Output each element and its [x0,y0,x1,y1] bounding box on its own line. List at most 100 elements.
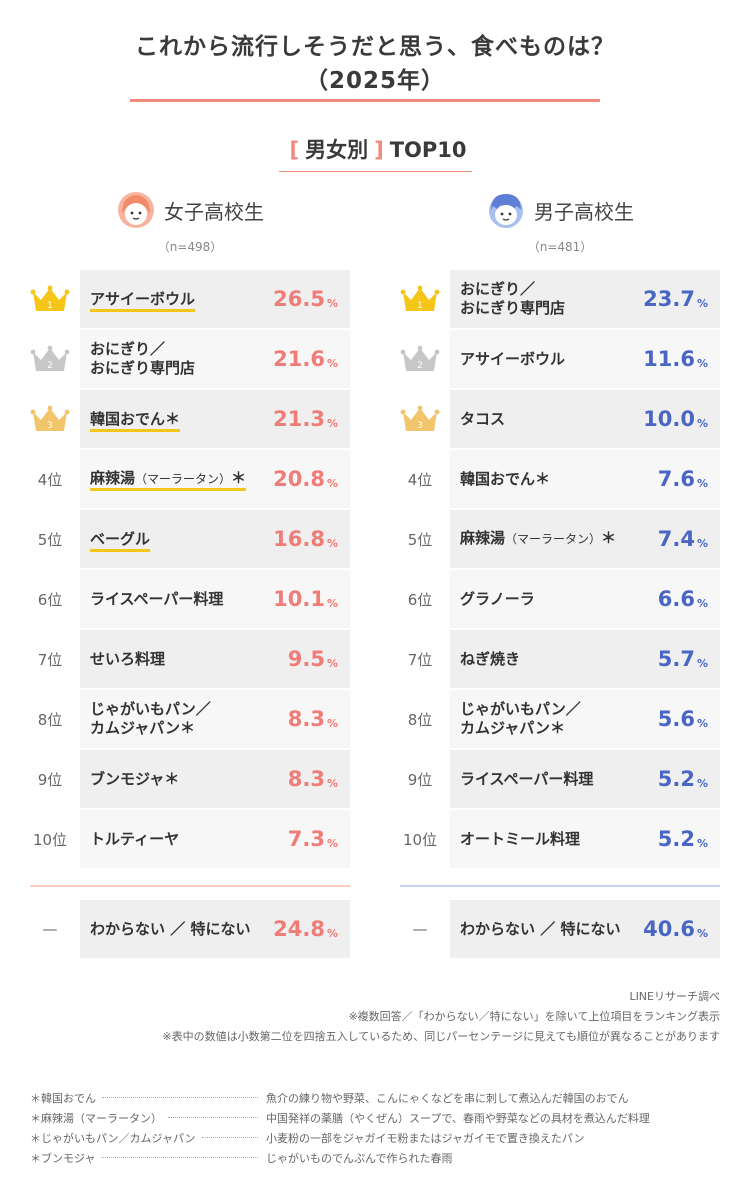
ranking-cell: タコス 10.0% [450,390,720,448]
footnote-leader [101,1157,258,1158]
rank-crown: 2 [20,330,80,388]
rank-crown: 1 [390,270,450,328]
item-value: 24.8% [273,900,338,958]
item-value: 21.3% [273,390,338,448]
footnote-description: 魚介の練り物や野菜、こんにゃくなどを串に刺して煮込んだ韓国のおでん [266,1092,629,1105]
footnote-term: ＊韓国おでん [30,1092,96,1105]
ranking-row: 9位 ブンモジャ＊ 8.3% [20,750,360,808]
value-number: 9.5 [287,647,325,671]
crown-icon: 3 [30,405,70,431]
item-value: 7.3% [288,810,338,868]
value-unit: % [696,356,708,370]
value-unit: % [696,836,708,850]
title-underline [130,99,600,102]
item-value: 16.8% [273,510,338,568]
ranking-cell: 麻辣湯（マーラータン）＊ 20.8% [80,450,350,508]
ranking-cell: じゃがいもパン／ カムジャパン＊ 5.6% [450,690,720,748]
footnote-leader [201,1137,258,1138]
value-number: 26.5 [273,287,325,311]
ranking-row: 6位 グラノーラ 6.6% [390,570,730,628]
ranking-row: 2 アサイーボウル 11.6% [390,330,730,388]
item-label: おにぎり／ おにぎり専門店 [460,280,566,317]
crown-rank-number: 1 [47,301,53,311]
girl-face-icon [118,192,154,228]
value-unit: % [696,926,708,940]
item-label: 韓国おでん＊ [90,390,270,448]
boys-divider [400,885,720,887]
item-value: 5.2% [658,750,708,808]
footnote-description: 小麦粉の一部をジャガイモ粉またはジャガイモで置き換えたパン [266,1132,585,1145]
value-unit: % [326,776,338,790]
value-number: 16.8 [273,527,325,551]
ranking-cell: トルティーヤ 7.3% [80,810,350,868]
ranking-row: 7位 せいろ料理 9.5% [20,630,360,688]
value-number: 23.7 [643,287,695,311]
boys-sample-size: （n=481） [527,240,593,254]
ranking-cell: アサイーボウル 11.6% [450,330,720,388]
value-unit: % [326,536,338,550]
item-value: 5.2% [658,810,708,868]
footnote-term: ＊ブンモジャ [30,1152,96,1165]
rank-label: — [42,920,58,938]
value-unit: % [696,296,708,310]
value-unit: % [696,716,708,730]
value-unit: % [696,416,708,430]
value-unit: % [696,776,708,790]
other-ranking-row: — わからない ／ 特にない 40.6% [390,900,730,958]
item-label: じゃがいもパン／ カムジャパン＊ [460,700,581,737]
ranking-cell: 麻辣湯（マーラータン）＊ 7.4% [450,510,720,568]
value-number: 6.6 [657,587,695,611]
item-value: 10.1% [273,570,338,628]
item-value: 26.5% [273,270,338,328]
crown-rank-number: 3 [417,421,423,431]
value-unit: % [326,356,338,370]
rank-crown: 1 [20,270,80,328]
ranking-row: 8位 じゃがいもパン／ カムジャパン＊ 8.3% [20,690,360,748]
source-note: LINEリサーチ調べ [629,990,720,1003]
girls-group-label: 女子高校生 [164,199,264,224]
value-unit: % [696,476,708,490]
crown-icon: 2 [400,345,440,371]
ranking-row: 7位 ねぎ焼き 5.7% [390,630,730,688]
item-label: ねぎ焼き [460,649,521,668]
item-label: トルティーヤ [90,829,180,848]
item-label: オートミール料理 [460,829,581,848]
rank-label: 6位 [37,590,63,609]
value-unit: % [326,476,338,490]
ranking-cell: じゃがいもパン／ カムジャパン＊ 8.3% [80,690,350,748]
ranking-row: 1 アサイーボウル 26.5% [20,270,360,328]
rank-crown: 3 [390,390,450,448]
item-value: 8.3% [288,690,338,748]
item-value: 21.6% [273,330,338,388]
item-label: ライスペーパー料理 [90,589,224,608]
ranking-cell: せいろ料理 9.5% [80,630,350,688]
ranking-row: 5位 麻辣湯（マーラータン）＊ 7.4% [390,510,730,568]
item-value: 11.6% [643,330,708,388]
ranking-cell: ライスペーパー料理 10.1% [80,570,350,628]
footnote-term: ＊麻辣湯（マーラータン） [30,1112,162,1125]
item-label: ライスペーパー料理 [460,769,594,788]
value-unit: % [696,656,708,670]
rank-label: 9位 [37,770,63,789]
value-number: 5.2 [657,767,695,791]
ranking-cell: ライスペーパー料理 5.2% [450,750,720,808]
item-label: タコス [460,409,506,428]
value-number: 8.3 [287,707,325,731]
ranking-cell: ベーグル 16.8% [80,510,350,568]
rank-label: 6位 [407,590,433,609]
boys-column-header: 男子高校生 [390,190,730,230]
item-label: おにぎり／ おにぎり専門店 [90,340,196,377]
item-label: アサイーボウル [460,349,566,368]
item-label: 韓国おでん＊ [460,469,551,488]
item-value: 9.5% [288,630,338,688]
item-value: 23.7% [643,270,708,328]
ranking-row: 9位 ライスペーパー料理 5.2% [390,750,730,808]
value-unit: % [326,926,338,940]
subtitle-bracket-open: [ [289,138,300,162]
item-value: 40.6% [643,900,708,958]
crown-rank-number: 2 [47,361,53,371]
item-value: 8.3% [288,750,338,808]
chart-title: これから流行しそうだと思う、食べものは？ （2025年） [0,30,750,98]
footnote: ＊ブンモジャ じゃがいものでんぷんで作られた春雨 [30,1150,730,1166]
boys-group-label: 男子高校生 [534,199,634,224]
